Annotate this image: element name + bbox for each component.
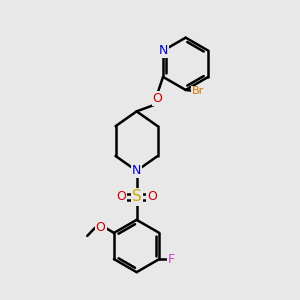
Text: O: O (153, 92, 163, 105)
Text: O: O (147, 190, 157, 203)
Text: S: S (132, 190, 142, 205)
Text: N: N (132, 164, 141, 177)
Text: N: N (158, 44, 168, 57)
Text: O: O (96, 221, 106, 234)
Text: Br: Br (192, 86, 204, 96)
Text: O: O (116, 190, 126, 203)
Text: F: F (168, 253, 175, 266)
